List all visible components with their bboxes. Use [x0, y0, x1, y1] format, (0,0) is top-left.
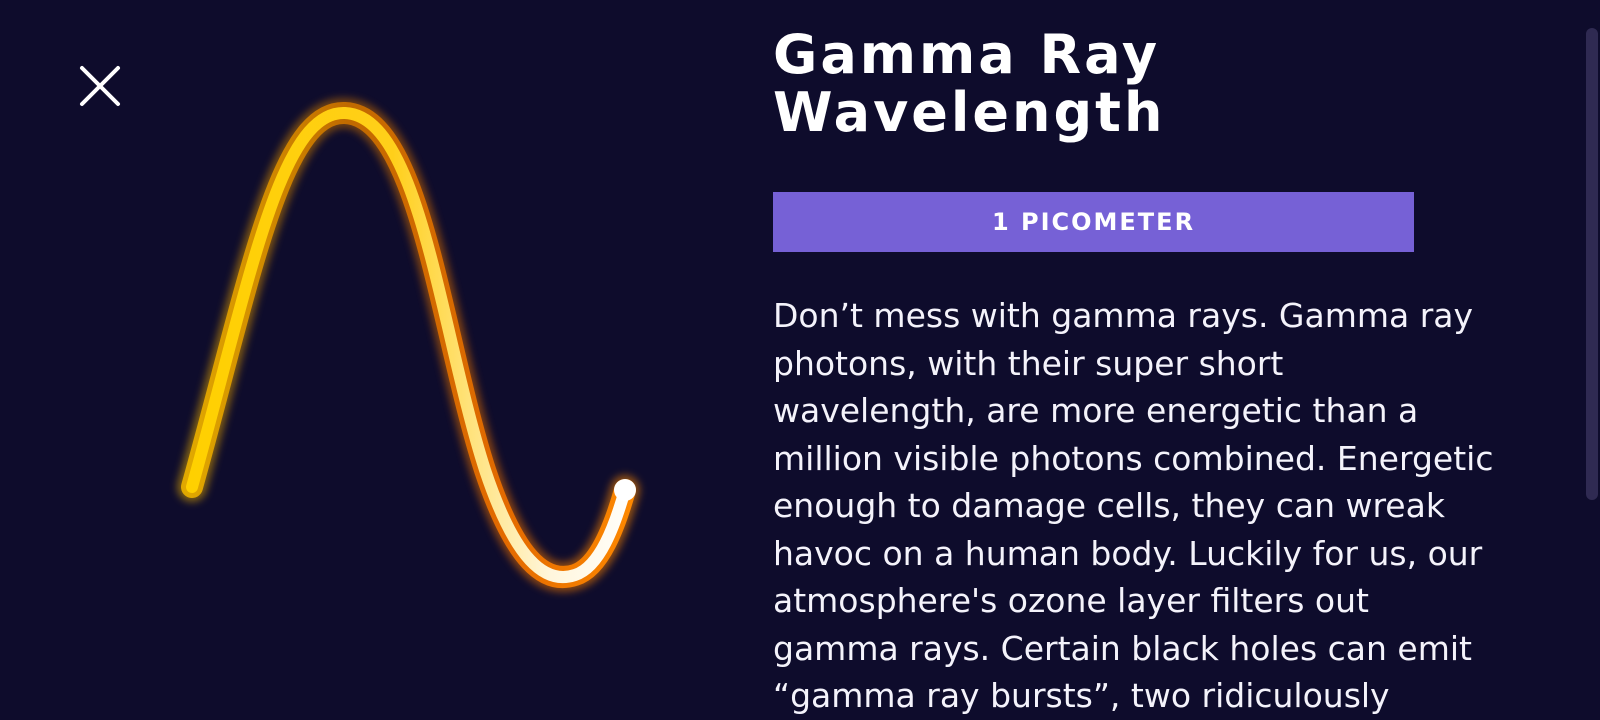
gamma-ray-wave-icon — [177, 98, 640, 593]
close-button[interactable] — [74, 60, 126, 112]
title-line-1: Gamma Ray — [773, 26, 1161, 86]
title-line-2: Wavelength — [773, 81, 1166, 144]
article-panel: Gamma Ray Wavelength 1 PICOMETER Don’t m… — [773, 26, 1553, 720]
page-title: Gamma Ray Wavelength — [773, 26, 1553, 142]
article-body: Don’t mess with gamma rays. Gamma ray ph… — [773, 296, 1494, 715]
close-icon — [80, 66, 120, 106]
wavelength-badge-label: 1 PICOMETER — [991, 208, 1196, 236]
wave-core — [186, 106, 631, 584]
scrollbar-thumb[interactable] — [1586, 28, 1598, 500]
wavelength-badge: 1 PICOMETER — [773, 192, 1414, 252]
scrollbar-track[interactable] — [1584, 0, 1600, 720]
wave-tip — [614, 479, 636, 501]
